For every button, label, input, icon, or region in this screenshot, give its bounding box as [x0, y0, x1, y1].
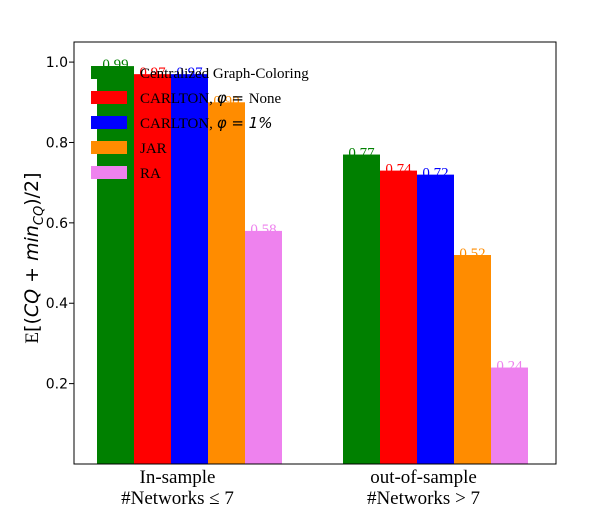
- y-tick-label: 0.6: [46, 216, 68, 232]
- data-labels: 0.990.770.970.740.970.720.900.520.580.24: [102, 57, 523, 374]
- value-label-series3-cat1: 0.52: [459, 246, 485, 262]
- legend-label-math-1: φ =: [217, 89, 249, 107]
- legend-label-2: CARLTON, φ = 1%: [140, 114, 272, 132]
- bar-series1-cat0: [134, 74, 171, 465]
- value-label-series3-cat0: 0.90: [213, 93, 239, 109]
- legend-label-tail-1: None: [249, 91, 282, 107]
- y-axis-label-open: [(: [21, 317, 43, 332]
- x-category-label-1-line0: out-of-sample: [370, 467, 477, 488]
- legend-label-0: Centralized Graph-Coloring: [140, 66, 309, 82]
- legend-label-4: RA: [140, 166, 161, 182]
- y-axis-label-prefix: E: [22, 332, 43, 344]
- legend-label-1: CARLTON, φ = None: [140, 89, 282, 107]
- y-tick-label: 0.2: [46, 377, 68, 393]
- bars-layer: [97, 66, 528, 465]
- legend-label-text-1: CARLTON,: [140, 91, 217, 107]
- legend-swatch-4: [91, 166, 127, 179]
- legend-swatch-2: [91, 116, 127, 129]
- bar-series4-cat1: [491, 367, 528, 464]
- bar-series2-cat0: [171, 74, 208, 465]
- legend-swatch-0: [91, 66, 127, 79]
- x-axis: In-sample#Networks ≤ 7 out-of-sample#Netw…: [121, 467, 480, 509]
- bar-series0-cat0: [97, 66, 134, 464]
- plot-frame: [73, 41, 557, 465]
- bar-series3-cat0: [208, 102, 245, 465]
- x-category-label-0-line1: #Networks ≤ 7: [121, 488, 234, 509]
- legend-label-3: JAR: [140, 141, 167, 157]
- y-tick-label: 0.8: [46, 135, 68, 151]
- y-tick-label: 0.4: [46, 296, 68, 312]
- value-label-series0-cat1: 0.77: [348, 146, 375, 162]
- bar-series0-cat1: [343, 154, 380, 465]
- bar-series4-cat0: [245, 230, 282, 464]
- legend-swatch-3: [91, 141, 127, 154]
- bar-series1-cat1: [380, 170, 417, 464]
- legend-label-text-2: CARLTON,: [140, 116, 217, 132]
- y-axis-label: E[(CQ + minCQ)/2]: [21, 172, 47, 343]
- legend-swatch-1: [91, 91, 127, 104]
- value-label-series4-cat0: 0.58: [250, 222, 276, 238]
- bar-series3-cat1: [454, 255, 491, 464]
- x-category-label-0-line0: In-sample: [140, 467, 216, 488]
- value-label-series1-cat1: 0.74: [385, 162, 412, 178]
- x-category-label-1-line1: #Networks > 7: [367, 488, 480, 509]
- y-axis-label-close: )/2]: [21, 172, 43, 205]
- bar-series2-cat1: [417, 174, 454, 464]
- legend: Centralized Graph-Coloring CARLTON, φ = N…: [91, 66, 309, 182]
- value-label-series2-cat1: 0.72: [422, 166, 448, 182]
- value-label-series4-cat1: 0.24: [496, 359, 523, 375]
- value-label-series2-cat0: 0.97: [176, 65, 203, 81]
- y-axis-label-body: CQ + min: [21, 225, 43, 317]
- y-axis-label-sub: CQ: [32, 206, 47, 225]
- value-label-series1-cat0: 0.97: [139, 65, 166, 81]
- legend-label-math-2: φ = 1%: [217, 114, 273, 132]
- y-tick-label: 1.0: [46, 55, 68, 71]
- y-axis: 0.2 0.4 0.6 0.8 1.0: [46, 55, 74, 393]
